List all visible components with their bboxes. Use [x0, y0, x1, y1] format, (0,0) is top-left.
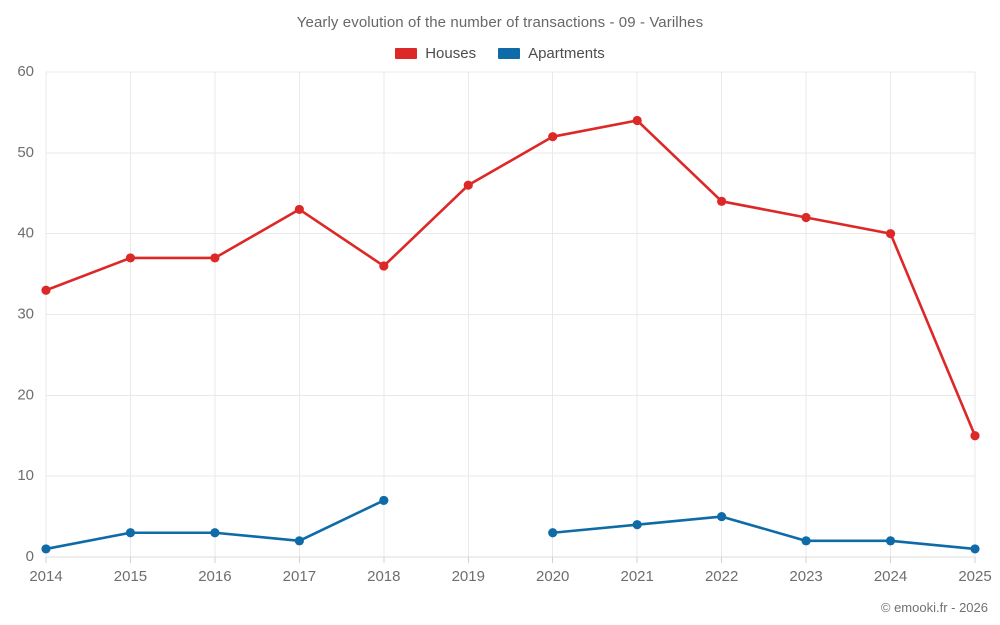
legend-label: Houses — [425, 45, 477, 62]
y-axis-tick-label: 50 — [17, 144, 34, 161]
data-point-apartments-2016[interactable] — [210, 528, 220, 538]
data-point-apartments-2024[interactable] — [885, 536, 896, 546]
data-point-houses-2021[interactable] — [632, 115, 642, 126]
legend-label: Apartments — [528, 45, 605, 62]
x-axis-tick-labels: 2014 2015 2016 2017 2018 2019 2020 2021 2022 2023… — [29, 568, 991, 585]
y-axis-tick-label: 30 — [17, 305, 34, 322]
axis-lines — [45, 556, 976, 563]
footer-attribution: © emooki.fr - 2026 — [880, 600, 988, 615]
y-axis-tick-label: 20 — [17, 386, 34, 403]
data-point-apartments-2025[interactable] — [970, 544, 980, 554]
grid-lines — [45, 71, 976, 558]
legend-item-houses[interactable]: Houses — [395, 45, 476, 62]
data-point-apartments-2014[interactable] — [41, 544, 51, 554]
data-point-houses-2017[interactable] — [294, 204, 304, 215]
y-axis-tick-label: 60 — [17, 63, 34, 80]
x-axis-tick-label: 2019 — [452, 568, 485, 585]
y-axis-tick-label: 0 — [26, 548, 34, 565]
data-point-apartments-2017[interactable] — [294, 536, 304, 546]
x-axis-tick-label: 2021 — [620, 568, 653, 585]
x-axis-tick-label: 2016 — [198, 568, 231, 585]
x-axis-tick-label: 2014 — [29, 568, 62, 585]
data-point-houses-2019[interactable] — [463, 180, 473, 190]
x-axis-tick-label: 2025 — [958, 568, 991, 585]
data-point-apartments-2015[interactable] — [125, 528, 136, 538]
data-point-houses-2024[interactable] — [885, 229, 896, 239]
data-point-houses-2014[interactable] — [41, 285, 51, 295]
y-axis-tick-label: 40 — [17, 225, 34, 242]
data-point-apartments-2022[interactable] — [717, 511, 727, 522]
data-point-houses-2018[interactable] — [379, 261, 389, 271]
x-axis-tick-label: 2017 — [283, 568, 316, 585]
series-line-houses — [44, 119, 977, 438]
data-point-apartments-2020[interactable] — [548, 528, 558, 538]
data-point-apartments-2021[interactable] — [632, 520, 642, 530]
x-axis-tick-label: 2018 — [367, 568, 400, 585]
x-axis-tick-label: 2024 — [874, 568, 907, 585]
data-point-houses-2023[interactable] — [801, 212, 811, 223]
chart-legend: Houses Apartments — [0, 45, 1000, 62]
x-axis-tick-label: 2020 — [536, 568, 569, 585]
series-line-apartments — [551, 515, 977, 551]
x-axis-tick-label: 2015 — [114, 568, 147, 585]
data-point-apartments-2023[interactable] — [801, 536, 811, 546]
legend-swatch-icon — [498, 48, 521, 59]
data-point-houses-2015[interactable] — [125, 253, 136, 263]
y-axis-tick-labels: 0 10 20 30 40 50 60 — [17, 63, 34, 565]
data-point-houses-2016[interactable] — [210, 253, 220, 263]
legend-item-apartments[interactable]: Apartments — [498, 45, 605, 62]
x-axis-tick-label: 2023 — [789, 568, 822, 585]
data-point-apartments-2018[interactable] — [379, 495, 389, 506]
y-axis-tick-label: 10 — [17, 467, 34, 484]
data-point-houses-2022[interactable] — [717, 196, 727, 206]
x-axis-tick-label: 2022 — [705, 568, 738, 585]
data-series-layer — [41, 115, 980, 554]
data-point-houses-2025[interactable] — [970, 431, 980, 441]
legend-swatch-icon — [395, 48, 418, 59]
data-point-houses-2020[interactable] — [548, 132, 558, 142]
chart-title: Yearly evolution of the number of transa… — [296, 14, 704, 31]
